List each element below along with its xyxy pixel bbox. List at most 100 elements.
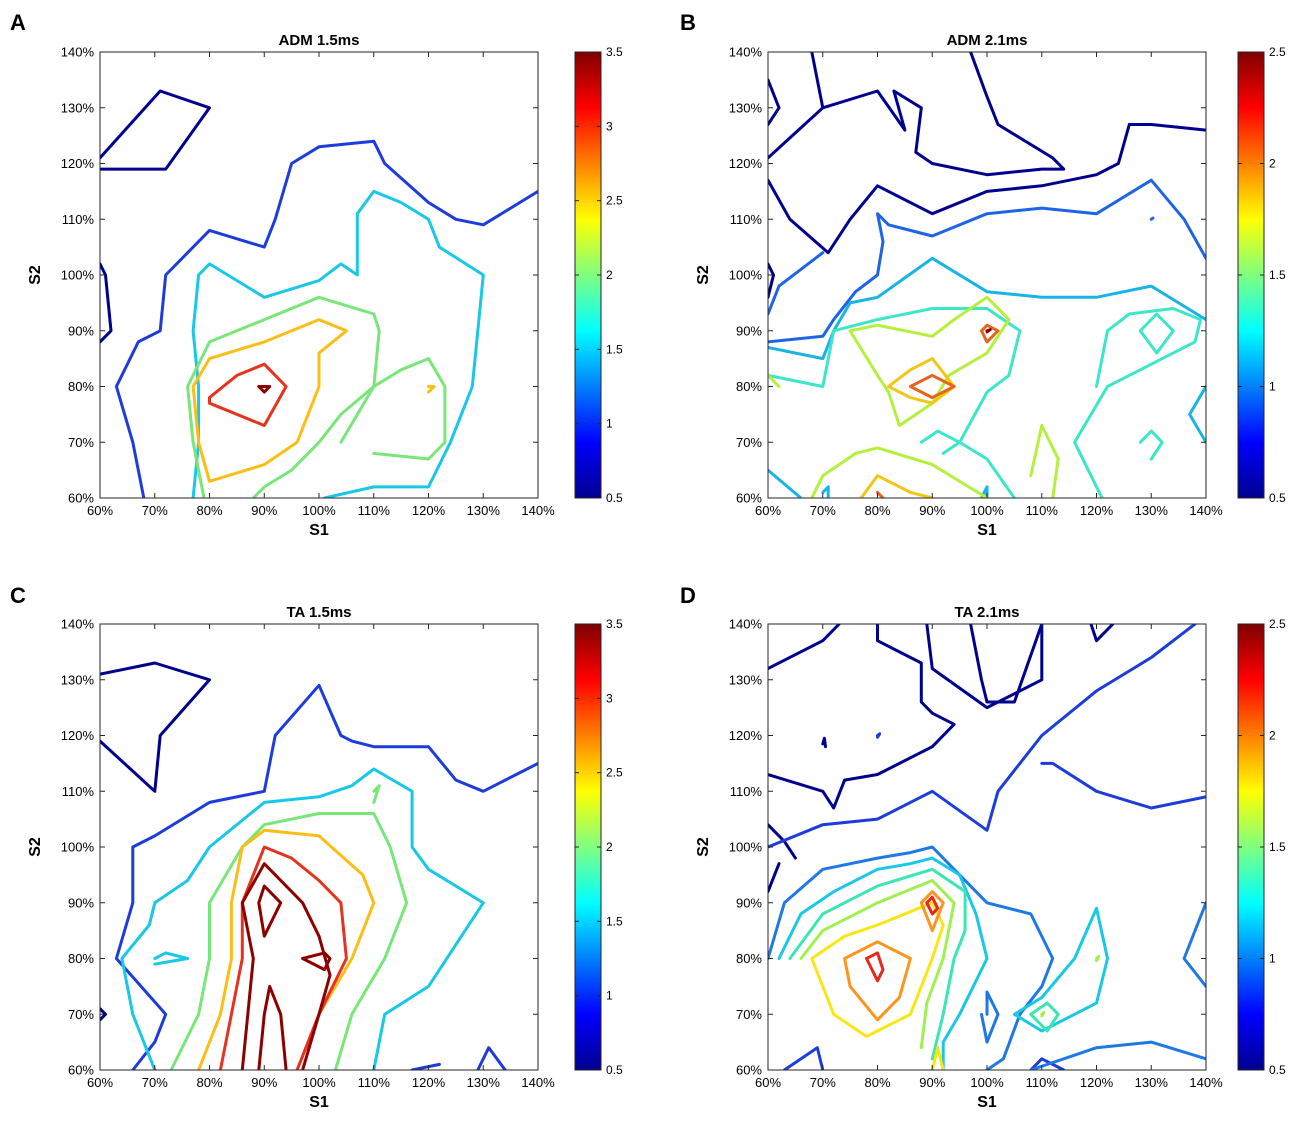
contour-level-0_5 bbox=[768, 123, 1206, 255]
x-tick-label: 90% bbox=[251, 503, 277, 518]
colorbar-tick-label: 1.5 bbox=[1269, 268, 1286, 282]
contour-level-0_5 bbox=[969, 624, 1044, 704]
y-tick-label: 70% bbox=[736, 1007, 762, 1022]
x-tick-label: 130% bbox=[467, 503, 501, 518]
contour-level-0_5 bbox=[768, 624, 841, 671]
x-tick-label: 70% bbox=[142, 1075, 168, 1090]
x-tick-label: 70% bbox=[810, 1075, 836, 1090]
contour-level-2_3 bbox=[865, 951, 885, 983]
y-tick-label: 70% bbox=[736, 435, 762, 450]
y-tick-label: 80% bbox=[68, 951, 94, 966]
contour-level-1 bbox=[410, 1062, 441, 1070]
chart-title: ADM 1.5ms bbox=[279, 32, 360, 49]
colorbar: 0.5 1 1.5 2 2.5 3 3.5 bbox=[574, 45, 623, 505]
contour-level-0_8 bbox=[1029, 1057, 1066, 1070]
panel-letter: B bbox=[680, 10, 696, 35]
contour-level-2 bbox=[768, 373, 781, 388]
x-tick-label: 120% bbox=[1080, 503, 1114, 518]
contour-level-2 bbox=[1029, 424, 1060, 498]
y-tick-label: 130% bbox=[61, 672, 95, 687]
contour-level-0_5 bbox=[1089, 624, 1115, 643]
panel-d: D TA 2.1ms 60% 70% 80% 90% 100% 110% 120% 130% 140… bbox=[680, 583, 1286, 1111]
x-tick-label: 80% bbox=[196, 1075, 222, 1090]
contour-level-1 bbox=[1182, 901, 1206, 988]
x-axis-label: S1 bbox=[977, 522, 997, 539]
y-tick-label: 130% bbox=[61, 100, 95, 115]
y-tick-label: 90% bbox=[68, 895, 94, 910]
x-tick-label: 130% bbox=[1135, 1075, 1169, 1090]
contour-level-1_5 bbox=[788, 867, 967, 1061]
colorbar-tick-label: 0.5 bbox=[606, 491, 623, 505]
contour-level-1_7 bbox=[919, 429, 962, 455]
x-tick-label: 90% bbox=[919, 503, 945, 518]
contour-level-0_8 bbox=[876, 732, 882, 739]
contour-level-2 bbox=[339, 357, 447, 461]
colorbar-tick-label: 1.5 bbox=[606, 914, 623, 928]
colorbar-tick-label: 0.5 bbox=[1269, 491, 1286, 505]
x-tick-label: 80% bbox=[864, 503, 890, 518]
x-tick-label: 130% bbox=[467, 1075, 501, 1090]
contour-level-3_5 bbox=[301, 951, 332, 972]
contour-level-2 bbox=[186, 295, 381, 498]
contour-level-2_5 bbox=[191, 318, 348, 483]
contour-lines bbox=[100, 661, 538, 1070]
colorbar-tick-label: 1.5 bbox=[1269, 840, 1286, 854]
y-axis-label: S2 bbox=[695, 265, 712, 285]
contour-level-2_1 bbox=[919, 890, 945, 933]
y-tick-label: 90% bbox=[736, 323, 762, 338]
x-tick-label: 140% bbox=[521, 1075, 555, 1090]
contour-lines bbox=[768, 624, 1206, 1070]
colorbar-tick-label: 2 bbox=[606, 268, 613, 282]
contour-level-0_5 bbox=[768, 862, 781, 894]
y-tick-label: 90% bbox=[736, 895, 762, 910]
panel-a: A ADM 1.5ms 60% 70% 80% 90% 100% 110% 120% 130% 14… bbox=[10, 10, 623, 539]
x-axis-label: S1 bbox=[977, 1094, 997, 1111]
contour-level-0_8 bbox=[768, 624, 1197, 849]
contour-level-1_3 bbox=[1012, 906, 1109, 1033]
x-tick-label: 80% bbox=[864, 1075, 890, 1090]
colorbar-tick-label: 2 bbox=[606, 840, 613, 854]
contour-lines bbox=[768, 52, 1206, 498]
contour-level-3_5 bbox=[257, 385, 272, 394]
y-tick-label: 140% bbox=[729, 617, 763, 632]
x-tick-label: 110% bbox=[1026, 503, 1059, 518]
colorbar-gradient bbox=[574, 51, 602, 499]
contour-level-1_5 bbox=[1029, 1001, 1060, 1033]
contour-level-0_5 bbox=[768, 78, 781, 126]
y-tick-label: 110% bbox=[730, 212, 763, 227]
y-axis-label: S2 bbox=[695, 837, 712, 857]
y-tick-label: 70% bbox=[68, 435, 94, 450]
contour-level-0_5 bbox=[100, 661, 211, 793]
contour-level-1_7 bbox=[1138, 429, 1164, 461]
chart-title: TA 1.5ms bbox=[286, 604, 351, 621]
colorbar-tick-label: 0.5 bbox=[1269, 1063, 1286, 1077]
x-tick-label: 110% bbox=[1026, 1075, 1059, 1090]
colorbar: 0.5 1 1.5 2 2.5 bbox=[1237, 45, 1286, 505]
x-tick-label: 80% bbox=[196, 503, 222, 518]
colorbar-tick-label: 3.5 bbox=[606, 617, 623, 631]
colorbar: 0.5 1 1.5 2 2.5 3 3.5 bbox=[574, 617, 623, 1077]
x-tick-label: 70% bbox=[142, 503, 168, 518]
contour-level-1_5 bbox=[821, 485, 830, 498]
contour-level-0_5 bbox=[100, 262, 113, 344]
contour-level-1_3 bbox=[777, 856, 989, 1070]
contour-level-0_8 bbox=[782, 1046, 825, 1070]
panel-letter: C bbox=[10, 583, 26, 608]
contour-level-0_5 bbox=[768, 262, 775, 299]
contour-level-1_9 bbox=[930, 1046, 945, 1070]
contour-level-2_5 bbox=[985, 328, 992, 334]
contour-level-1_9 bbox=[810, 901, 945, 1038]
y-tick-label: 120% bbox=[729, 728, 763, 743]
x-tick-label: 120% bbox=[1080, 1075, 1114, 1090]
contour-level-1 bbox=[768, 178, 1206, 344]
x-tick-label: 140% bbox=[1189, 1075, 1223, 1090]
x-tick-label: 110% bbox=[358, 1075, 391, 1090]
panel-c: C TA 1.5ms 60% 70% 80% 90% 100% 110% 120% 130% 140… bbox=[10, 583, 623, 1111]
contour-level-1_5 bbox=[768, 468, 803, 498]
chart-title: TA 2.1ms bbox=[954, 604, 1019, 621]
colorbar-tick-label: 2.5 bbox=[606, 194, 623, 208]
plot-area bbox=[100, 624, 538, 1070]
y-axis-label: S2 bbox=[27, 265, 44, 285]
contour-level-0_5 bbox=[925, 624, 1044, 710]
